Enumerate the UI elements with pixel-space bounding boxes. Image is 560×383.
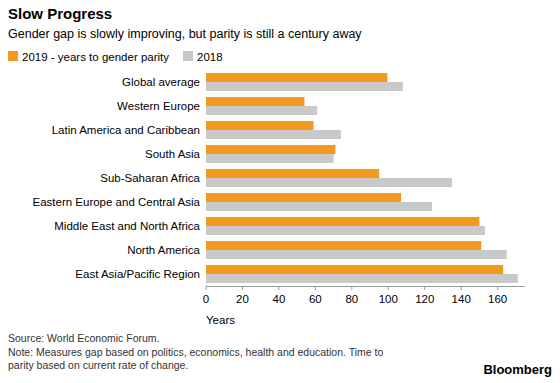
bar (206, 241, 481, 250)
tick-label: 40 (273, 293, 286, 305)
tick-mark (315, 286, 316, 290)
tick-label: 100 (379, 293, 398, 305)
tick-mark (278, 286, 279, 290)
category-label: Middle East and North Africa (54, 220, 200, 232)
bar (206, 130, 341, 139)
tick-mark (424, 286, 425, 290)
background (0, 0, 560, 383)
bars (206, 73, 518, 283)
bar (206, 193, 401, 202)
bar (206, 145, 335, 154)
bar (206, 178, 452, 187)
bar (206, 250, 507, 259)
legend-swatch (183, 51, 193, 61)
legend-label: 2019 - years to gender parity (22, 51, 169, 63)
bar (206, 265, 503, 274)
category-label: Global average (122, 76, 200, 88)
category-label: South Asia (145, 148, 201, 160)
category-label: Latin America and Caribbean (52, 124, 200, 136)
legend-item: 2019 - years to gender parity (8, 51, 169, 63)
tick-label: 60 (309, 293, 322, 305)
x-axis-label: Years (206, 314, 235, 326)
bar (206, 154, 334, 163)
brand: Bloomberg (483, 362, 552, 377)
bar (206, 82, 403, 91)
tick-label: 20 (236, 293, 249, 305)
tick-mark (497, 286, 498, 290)
bar (206, 97, 304, 106)
tick-label: 120 (415, 293, 434, 305)
note: Note: Measures gap based on politics, ec… (8, 346, 383, 358)
chart: Slow Progress Gender gap is slowly improv… (0, 0, 560, 383)
title: Slow Progress (8, 5, 112, 22)
tick-mark (242, 286, 243, 290)
note: parity based on current rate of change. (8, 359, 188, 371)
tick-label: 80 (345, 293, 358, 305)
category-label: Eastern Europe and Central Asia (33, 196, 201, 208)
legend-item: 2018 (183, 51, 223, 63)
tick-label: 0 (203, 293, 209, 305)
bar (206, 121, 314, 130)
bar (206, 226, 485, 235)
tick-mark (461, 286, 462, 290)
category-label: North America (127, 244, 200, 256)
bar (206, 217, 479, 226)
tick-mark (388, 286, 389, 290)
category-label: Sub-Saharan Africa (100, 172, 200, 184)
category-label: Western Europe (117, 100, 200, 112)
bar (206, 73, 387, 82)
legend-label: 2018 (197, 51, 223, 63)
bar (206, 274, 518, 283)
tick-mark (351, 286, 352, 290)
bar (206, 202, 432, 211)
subtitle: Gender gap is slowly improving, but pari… (8, 27, 362, 41)
tick-label: 140 (452, 293, 471, 305)
source: Source: World Economic Forum. (8, 332, 160, 344)
x-axis-line (206, 286, 525, 287)
bar (206, 106, 317, 115)
category-label: East Asia/Pacific Region (75, 268, 200, 280)
legend-swatch (8, 51, 18, 61)
tick-mark (206, 286, 207, 290)
tick-label: 160 (488, 293, 507, 305)
bar (206, 169, 379, 178)
